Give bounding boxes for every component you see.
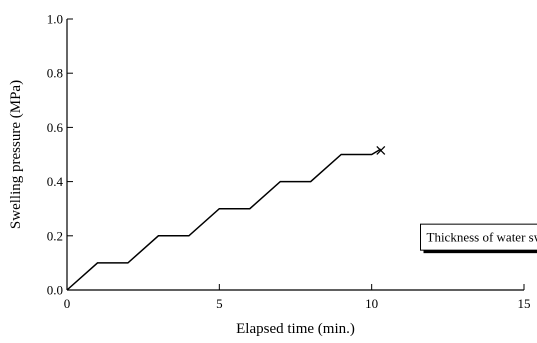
- y-tick-label: 1.0: [47, 12, 63, 27]
- annotation-frame: [420, 223, 537, 251]
- y-tick-label: 0.6: [47, 120, 64, 135]
- x-tick-label: 5: [216, 296, 223, 311]
- annotation-text: Thickness of water swelling materials: 2…: [427, 230, 537, 245]
- plot-area: 0 5 10 15 0.0 0.2 0.4 0.6 0.8 1.0 Thickness of w…: [47, 12, 537, 311]
- y-ticks: 0.0 0.2 0.4 0.6 0.8 1.0: [47, 12, 73, 298]
- x-tick-label: 15: [518, 296, 531, 311]
- end-marker: [376, 145, 386, 155]
- annotation-box: Thickness of water swelling materials: 2…: [420, 223, 537, 254]
- y-tick-label: 0.4: [47, 174, 64, 189]
- x-axis-label: Elapsed time (min.): [236, 321, 355, 337]
- x-tick-label: 0: [64, 296, 71, 311]
- y-tick-label: 0.2: [47, 228, 63, 243]
- end-marker-stroke: [376, 145, 386, 155]
- y-tick-label: 0.8: [47, 66, 63, 81]
- y-tick-label: 0.0: [47, 283, 63, 298]
- x-tick-label: 10: [365, 296, 378, 311]
- x-ticks: 0 5 10 15: [64, 284, 531, 311]
- series-line: [66, 148, 382, 291]
- y-axis-label: Swelling pressure (MPa): [8, 80, 24, 229]
